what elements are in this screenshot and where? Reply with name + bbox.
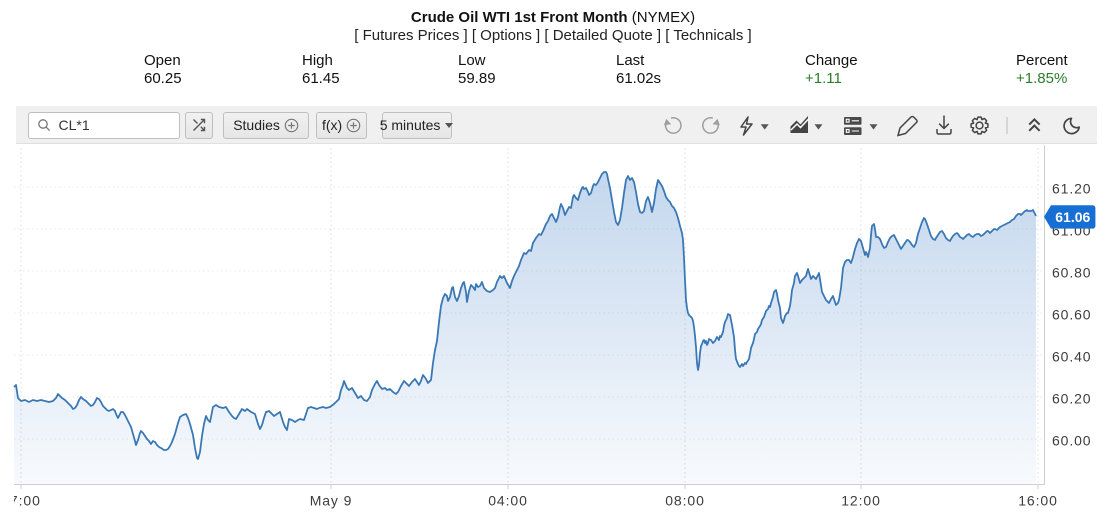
svg-text:60.20: 60.20 xyxy=(1052,391,1092,407)
svg-text:May 9: May 9 xyxy=(310,493,353,509)
svg-text:16:00: 16:00 xyxy=(1018,493,1058,509)
svg-text:61.06: 61.06 xyxy=(1055,209,1090,225)
svg-text:60.40: 60.40 xyxy=(1052,349,1092,365)
svg-text:04:00: 04:00 xyxy=(488,493,528,509)
svg-text:12:00: 12:00 xyxy=(841,493,881,509)
svg-text:60.80: 60.80 xyxy=(1052,265,1092,281)
svg-text:60.00: 60.00 xyxy=(1052,433,1092,449)
svg-text:08:00: 08:00 xyxy=(665,493,705,509)
svg-text:61.20: 61.20 xyxy=(1052,181,1092,197)
svg-text:60.60: 60.60 xyxy=(1052,307,1092,323)
